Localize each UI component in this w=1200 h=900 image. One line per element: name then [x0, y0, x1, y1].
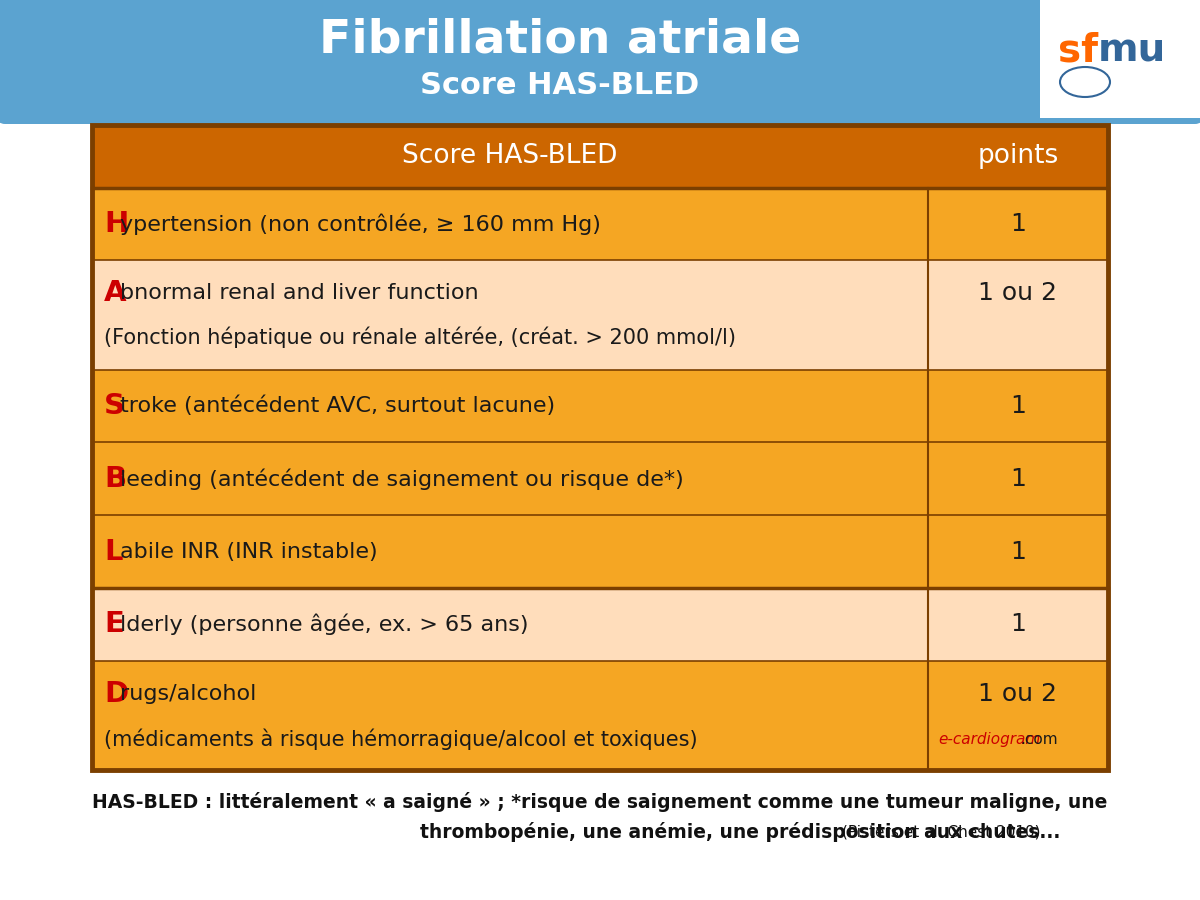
Text: points: points [977, 143, 1058, 169]
Text: e-cardiogram: e-cardiogram [938, 732, 1040, 747]
Text: 1: 1 [1010, 612, 1026, 636]
Text: .com: .com [1020, 732, 1057, 747]
Text: E: E [104, 610, 124, 638]
Text: 1: 1 [1010, 540, 1026, 563]
Bar [92, 515, 1108, 588]
Bar [92, 588, 1108, 661]
Text: 1: 1 [1010, 467, 1026, 491]
Text: 1: 1 [1010, 212, 1026, 236]
Bar [92, 188, 1108, 260]
Bar [1040, 0, 1200, 118]
Text: A: A [104, 279, 126, 307]
Text: leeding (antécédent de saignement ou risque de*): leeding (antécédent de saignement ou ris… [120, 468, 684, 490]
Bar [92, 443, 1108, 515]
Text: HAS-BLED : littéralement « a saigné » ; *risque de saignement comme une tumeur m: HAS-BLED : littéralement « a saigné » ; … [92, 792, 1108, 812]
Text: B: B [104, 464, 126, 493]
Text: D: D [104, 680, 128, 707]
Text: Score HAS-BLED: Score HAS-BLED [420, 70, 700, 100]
Text: bnormal renal and liver function: bnormal renal and liver function [120, 284, 479, 303]
Bar [92, 661, 1108, 770]
Text: H: H [104, 210, 128, 239]
Bar [92, 370, 1108, 443]
Text: abile INR (INR instable): abile INR (INR instable) [120, 542, 378, 562]
FancyBboxPatch shape [0, 0, 1200, 124]
Bar [92, 260, 1108, 370]
Text: sf: sf [1058, 31, 1098, 69]
Text: ypertension (non contrôlée, ≥ 160 mm Hg): ypertension (non contrôlée, ≥ 160 mm Hg) [120, 213, 601, 235]
Bar [92, 125, 1108, 188]
Text: L: L [104, 537, 122, 565]
Text: S: S [104, 392, 125, 420]
Bar [92, 125, 1108, 770]
Text: Fibrillation atriale: Fibrillation atriale [319, 17, 802, 62]
Text: lderly (personne âgée, ex. > 65 ans): lderly (personne âgée, ex. > 65 ans) [120, 614, 528, 635]
Text: troke (antécédent AVC, surtout lacune): troke (antécédent AVC, surtout lacune) [120, 396, 556, 417]
Text: 1 ou 2: 1 ou 2 [978, 281, 1057, 305]
Text: rugs/alcohol: rugs/alcohol [120, 684, 257, 704]
Text: mu: mu [1098, 31, 1166, 69]
Text: (Pisters et al. Chest 2010): (Pisters et al. Chest 2010) [842, 824, 1040, 840]
Text: Score HAS-BLED: Score HAS-BLED [402, 143, 618, 169]
Text: 1 ou 2: 1 ou 2 [978, 681, 1057, 706]
Text: (médicaments à risque hémorragique/alcool et toxiques): (médicaments à risque hémorragique/alcoo… [104, 729, 697, 751]
Text: 1: 1 [1010, 394, 1026, 418]
Text: (Fonction hépatique ou rénale altérée, (créat. > 200 mmol/l): (Fonction hépatique ou rénale altérée, (… [104, 326, 736, 347]
Text: thrombopénie, une anémie, une prédisposition aux chutes...: thrombopénie, une anémie, une prédisposi… [420, 822, 1067, 842]
